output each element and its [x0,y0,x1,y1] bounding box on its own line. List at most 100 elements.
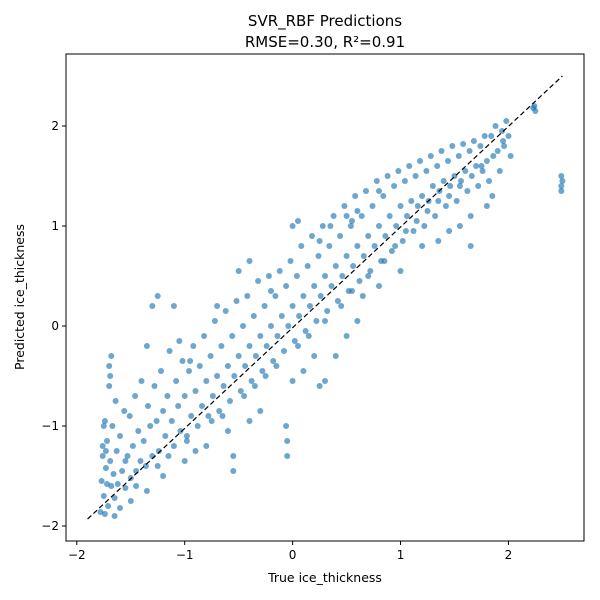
scatter-point [438,148,445,154]
scatter-point [343,333,350,339]
scatter-point [347,223,354,229]
scatter-point [251,383,258,389]
scatter-point [456,183,463,189]
scatter-point [278,313,285,319]
scatter-point [138,378,145,384]
scatter-point [235,268,242,274]
scatter-point [179,358,186,364]
scatter-point [306,303,313,309]
scatter-point [133,483,140,489]
scatter-point [479,168,486,174]
scatter-point [229,333,236,339]
scatter-point [289,378,296,384]
scatter-point [117,433,123,439]
scatter-point [183,438,190,444]
scatter-point [222,308,229,314]
scatter-point [102,465,109,471]
scatter-point [132,393,139,399]
x-tick-label: −2 [68,548,86,562]
plot-area-frame [65,53,585,542]
scatter-point [147,423,154,429]
scatter-point [192,388,199,394]
scatter-point [488,133,495,139]
scatter-point [447,183,454,189]
scatter-point [305,333,312,339]
scatter-point [455,153,462,159]
scatter-point [233,298,240,304]
scatter-point [230,468,237,474]
scatter-point [127,498,134,504]
scatter-points [97,103,566,519]
scatter-point [494,148,501,154]
scatter-point [349,288,355,294]
scatter-point [559,178,566,184]
scatter-point [257,333,264,339]
scatter-point [224,363,231,369]
y-tick-label: −2 [41,519,59,533]
scatter-point [486,178,492,184]
scatter-point [467,243,474,249]
scatter-point [413,218,420,224]
scatter-point [259,368,266,374]
scatter-point [410,228,417,234]
scatter-point [505,133,512,139]
scatter-point [371,243,378,249]
scatter-point [168,418,175,424]
scatter-point [107,373,114,379]
scatter-point [350,263,357,269]
scatter-point [293,273,300,279]
scatter-point [164,393,171,399]
scatter-point [98,478,105,484]
scatter-point [235,353,242,359]
scatter-point [126,413,133,419]
scatter-point [354,318,361,324]
scatter-point [298,243,305,249]
scatter-point [237,388,244,394]
scatter-point [365,273,372,279]
scatter-point [100,423,107,429]
scatter-point [151,383,158,389]
scatter-point [101,418,108,424]
scatter-point [203,378,210,384]
chart-title: SVR_RBF Predictions [248,12,402,31]
scatter-point [104,438,110,444]
scatter-point [287,258,294,264]
scatter-point [339,273,346,279]
scatter-point [107,458,114,464]
scatter-point [257,408,264,414]
scatter-point [412,173,419,179]
scatter-point [106,363,113,369]
scatter-point [268,288,274,294]
scatter-point [483,158,490,164]
scatter-point [283,283,290,289]
scatter-point [429,183,436,189]
scatter-point [149,303,156,309]
scatter-point [124,453,131,459]
scatter-point [464,188,471,194]
chart-subtitle: RMSE=0.30, R²=0.91 [245,33,405,51]
scatter-point [176,338,183,344]
scatter-point [276,268,283,274]
scatter-point [424,208,431,214]
scatter-point [388,248,395,254]
scatter-point [173,378,180,384]
scatter-point [272,293,279,299]
scatter-point [231,373,238,379]
scatter-point [319,223,326,229]
scatter-point [446,228,453,234]
scatter-point [328,283,335,289]
scatter-point [121,408,128,414]
scatter-point [349,218,355,224]
scatter-point [432,213,439,219]
y-tick-label: −1 [41,419,59,433]
scatter-point [419,193,426,199]
scatter-point [462,168,469,174]
scatter-point [255,278,262,284]
scatter-point [435,238,442,244]
scatter-point [265,273,272,279]
scatter-point [460,141,467,147]
scatter-point [296,313,303,319]
scatter-point [453,198,460,204]
scatter-point [196,363,203,369]
